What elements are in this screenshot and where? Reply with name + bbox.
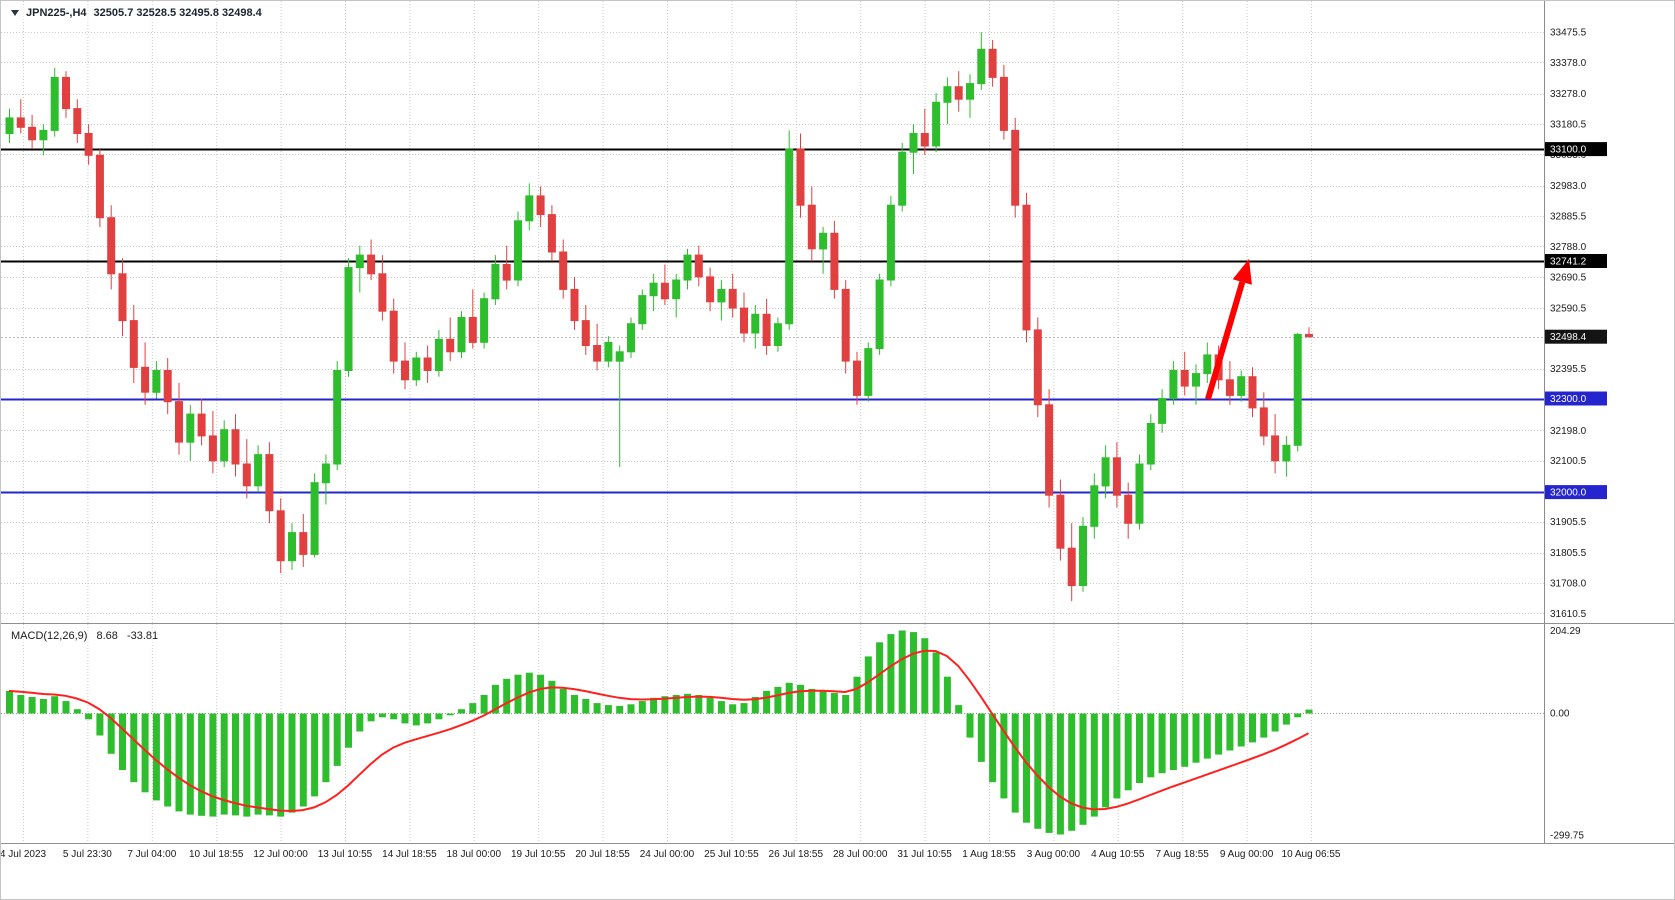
- time-label: 10 Aug 06:55: [1281, 849, 1341, 860]
- time-label: 10 Jul 18:55: [188, 849, 244, 860]
- candles-layer[interactable]: [5, 32, 1313, 602]
- svg-text:33475.5: 33475.5: [1550, 28, 1587, 39]
- time-label: 25 Jul 10:55: [704, 849, 759, 860]
- trend-arrow[interactable]: [1205, 259, 1252, 400]
- svg-text:33278.0: 33278.0: [1550, 89, 1587, 100]
- time-label: 14 Jul 18:55: [382, 849, 437, 860]
- time-label: 9 Aug 00:00: [1219, 849, 1274, 860]
- svg-text:32590.5: 32590.5: [1550, 303, 1587, 314]
- price-grid: [1, 1, 1544, 623]
- price-chart-panel[interactable]: 33475.533378.033278.033180.533083.032983…: [1, 1, 1675, 623]
- svg-text:32741.2: 32741.2: [1550, 256, 1587, 267]
- svg-text:32395.5: 32395.5: [1550, 364, 1587, 375]
- svg-text:32885.5: 32885.5: [1550, 211, 1587, 222]
- price-chart-svg[interactable]: 33475.533378.033278.033180.533083.032983…: [1, 1, 1675, 623]
- time-label: 1 Aug 18:55: [962, 849, 1016, 860]
- time-label: 13 Jul 10:55: [317, 849, 373, 860]
- ohlc-values: 32505.7 32528.5 32495.8 32498.4: [93, 7, 262, 19]
- macd-axis[interactable]: 204.29 0.00 -299.75: [1544, 624, 1675, 843]
- svg-text:33100.0: 33100.0: [1550, 145, 1587, 156]
- dropdown-icon[interactable]: [11, 10, 19, 16]
- macd-signal-value: -33.81: [126, 630, 159, 642]
- macd-indicator-label: MACD(12,26,9) 8.68 -33.81: [8, 629, 168, 643]
- macd-name: MACD(12,26,9): [11, 630, 88, 642]
- time-label: 20 Jul 18:55: [575, 849, 630, 860]
- svg-text:31905.5: 31905.5: [1550, 517, 1587, 528]
- svg-text:32000.0: 32000.0: [1550, 488, 1587, 499]
- svg-text:32198.0: 32198.0: [1550, 426, 1587, 437]
- svg-text:31610.5: 31610.5: [1550, 609, 1587, 620]
- time-label: 4 Aug 10:55: [1091, 849, 1145, 860]
- svg-text:32498.4: 32498.4: [1550, 332, 1587, 343]
- time-label: 26 Jul 18:55: [768, 849, 824, 860]
- time-label: 24 Jul 00:00: [639, 849, 695, 860]
- svg-text:33180.5: 33180.5: [1550, 119, 1587, 130]
- time-label: 28 Jul 00:00: [832, 849, 888, 860]
- svg-text:-299.75: -299.75: [1550, 830, 1584, 841]
- time-label: 5 Jul 23:30: [62, 849, 112, 860]
- svg-text:32100.5: 32100.5: [1550, 456, 1587, 467]
- horizontal-level-lines[interactable]: [1, 148, 1544, 494]
- macd-signal-line: [8, 649, 1309, 813]
- time-label: 7 Aug 18:55: [1155, 849, 1209, 860]
- svg-text:31805.5: 31805.5: [1550, 548, 1587, 559]
- svg-text:33378.0: 33378.0: [1550, 58, 1587, 69]
- price-axis[interactable]: 33475.533378.033278.033180.533083.032983…: [1544, 1, 1675, 623]
- macd-main-value: 8.68: [96, 630, 118, 642]
- time-label: 4 Jul 2023: [0, 849, 47, 860]
- svg-text:204.29: 204.29: [1550, 626, 1581, 637]
- symbol-ohlc-label[interactable]: JPN225-,H4 32505.7 32528.5 32495.8 32498…: [8, 6, 265, 20]
- macd-svg[interactable]: 204.29 0.00 -299.75: [1, 624, 1675, 843]
- time-label: 3 Aug 00:00: [1026, 849, 1081, 860]
- svg-text:32983.0: 32983.0: [1550, 181, 1587, 192]
- time-label: 19 Jul 10:55: [510, 849, 566, 860]
- symbol-name: JPN225-,H4: [26, 7, 87, 19]
- time-label: 31 Jul 10:55: [897, 849, 952, 860]
- svg-text:32788.0: 32788.0: [1550, 242, 1587, 253]
- svg-text:0.00: 0.00: [1550, 709, 1570, 720]
- time-label: 18 Jul 00:00: [446, 849, 502, 860]
- macd-panel[interactable]: 204.29 0.00 -299.75 MACD(12,26,9) 8.68 -33…: [1, 623, 1675, 843]
- svg-text:31708.0: 31708.0: [1550, 579, 1587, 590]
- time-label: 7 Jul 04:00: [127, 849, 177, 860]
- svg-text:32300.0: 32300.0: [1550, 394, 1587, 405]
- time-axis[interactable]: 4 Jul 2023 5 Jul 23:30 7 Jul 04:00 10 Jul 1…: [0, 843, 1674, 869]
- time-label: 12 Jul 00:00: [253, 849, 308, 860]
- macd-histogram: [6, 630, 1313, 835]
- svg-text:32690.5: 32690.5: [1550, 272, 1587, 283]
